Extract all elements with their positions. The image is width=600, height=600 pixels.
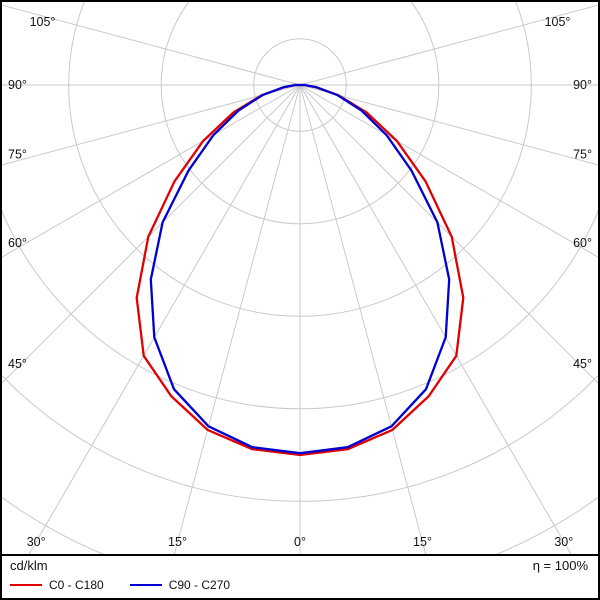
angle-label: 90° (8, 78, 27, 92)
polar-plot-area: 105° 90° 75° 60° 45° 30° 15° 0° 15° 30° 45° 60° 75° 9… (2, 2, 598, 554)
legend-item-c90: C90 - C270 (129, 578, 231, 592)
c90-c270-line-swatch (129, 584, 162, 586)
legend-top-row: cd/klm η = 100% (2, 556, 598, 573)
angle-label: 75° (8, 148, 27, 162)
c0-c180-label: C0 - C180 (49, 578, 104, 592)
angle-label: 45° (573, 357, 592, 371)
c90-c270-label: C90 - C270 (168, 578, 231, 592)
angle-label: 45° (8, 357, 27, 371)
angle-label: 105° (545, 15, 571, 29)
angle-label: 15° (413, 535, 432, 549)
angle-labels: 105° 90° 75° 60° 45° 30° 15° 0° 15° 30° 45° 60° 75° 9… (8, 15, 592, 549)
angle-label: 30° (27, 535, 46, 549)
polar-intensity-chart: 105° 90° 75° 60° 45° 30° 15° 0° 15° 30° 45° 60° 75° 9… (2, 2, 598, 554)
legend-item-c0: C0 - C180 (10, 578, 104, 592)
curve-C0-C180 (135, 83, 465, 457)
angle-label: 30° (554, 535, 573, 549)
legend-bar: cd/klm η = 100% C0 - C180 C90 - C270 (2, 554, 598, 596)
angle-label: 90° (573, 78, 592, 92)
angle-label: 105° (30, 15, 56, 29)
unit-label: cd/klm (10, 558, 48, 573)
efficiency-label: η = 100% (532, 558, 588, 573)
angle-label: 60° (573, 236, 592, 250)
curve-C90-C270 (149, 83, 451, 455)
angle-label: 15° (168, 535, 187, 549)
angle-label: 0° (294, 535, 306, 549)
angle-label: 60° (8, 236, 27, 250)
polar-grid (2, 2, 598, 554)
c0-c180-line-swatch (10, 584, 42, 586)
angle-label: 75° (573, 148, 592, 162)
legend-series-row: C0 - C180 C90 - C270 (10, 578, 256, 592)
